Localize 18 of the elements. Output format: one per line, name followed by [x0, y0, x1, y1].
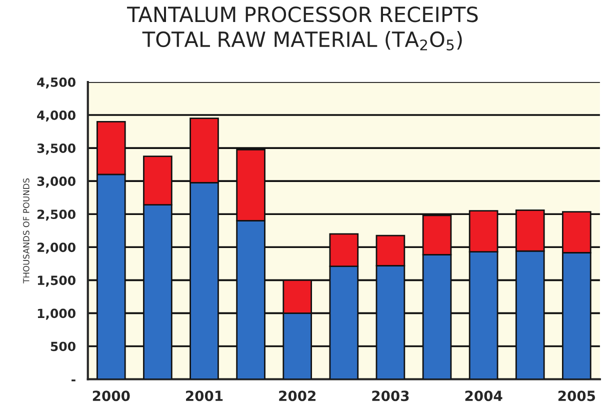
x-tick-label: 2003	[372, 390, 409, 402]
y-tick-label: 2,000	[38, 242, 76, 254]
x-tick-label: 2001	[186, 390, 223, 402]
y-tick-label: 500	[50, 342, 76, 352]
y-tick-label: 3,500	[37, 144, 76, 155]
y-tick-label: 1,000	[38, 308, 76, 320]
y-axis-title: THOUSANDS OF POUNDS	[23, 178, 30, 284]
y-tick-label: 4,000	[37, 110, 76, 122]
y-tick-label: 2,500	[38, 210, 76, 221]
x-tick-label: 2002	[279, 390, 316, 402]
x-tick-label: 2005	[558, 390, 596, 402]
y-tick-label: 1,500	[38, 276, 76, 287]
y-tick-label: -	[72, 380, 76, 382]
x-tick-label: 2000	[92, 390, 130, 402]
y-tick-label: 4,500	[37, 77, 76, 89]
x-tick-label: 2004	[465, 390, 502, 402]
y-tick-label: 3,000	[37, 176, 76, 188]
chart-title: TANTALUM PROCESSOR RECEIPTS TOTAL RAW MATERIAL (TA$_{2}$O$_{5}$)	[127, 6, 478, 50]
